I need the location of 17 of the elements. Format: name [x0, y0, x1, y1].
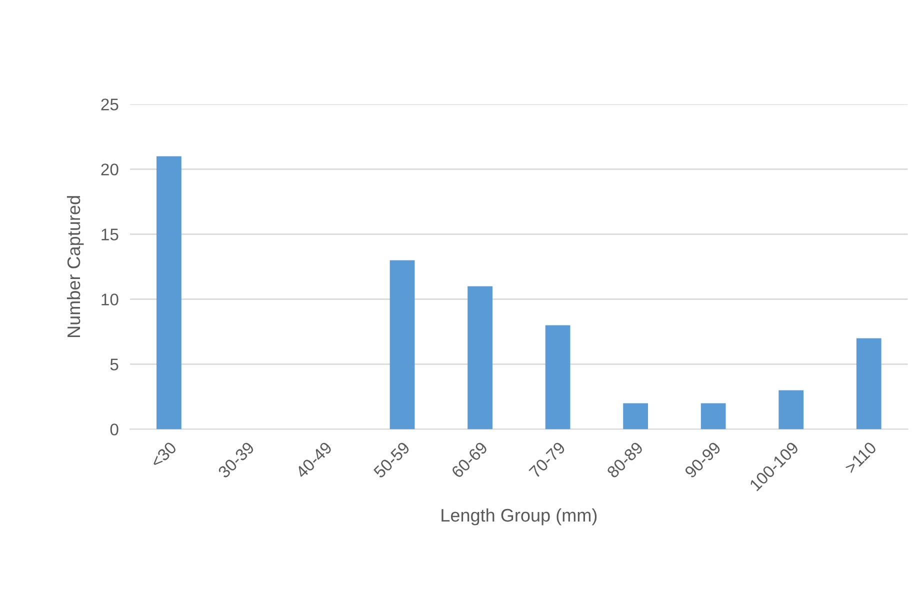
y-tick-label: 10 [102, 294, 118, 306]
bar [390, 260, 415, 430]
y-tick-label: 20 [101, 164, 118, 176]
bar [156, 156, 182, 430]
x-axis-title: Length Group (mm) [442, 508, 597, 526]
y-tick-label: 5 [110, 358, 118, 370]
bar [778, 390, 804, 430]
x-tick-label: <30 [150, 441, 178, 468]
y-tick-label: 25 [101, 98, 118, 110]
y-tick-label: 0 [110, 424, 118, 436]
bar [856, 338, 882, 430]
bar [468, 286, 492, 430]
y-tick-label: 15 [102, 228, 118, 240]
y-axis-title: Number Captured [66, 196, 84, 337]
bar [545, 325, 570, 430]
bar [623, 403, 648, 430]
bar [700, 403, 726, 430]
